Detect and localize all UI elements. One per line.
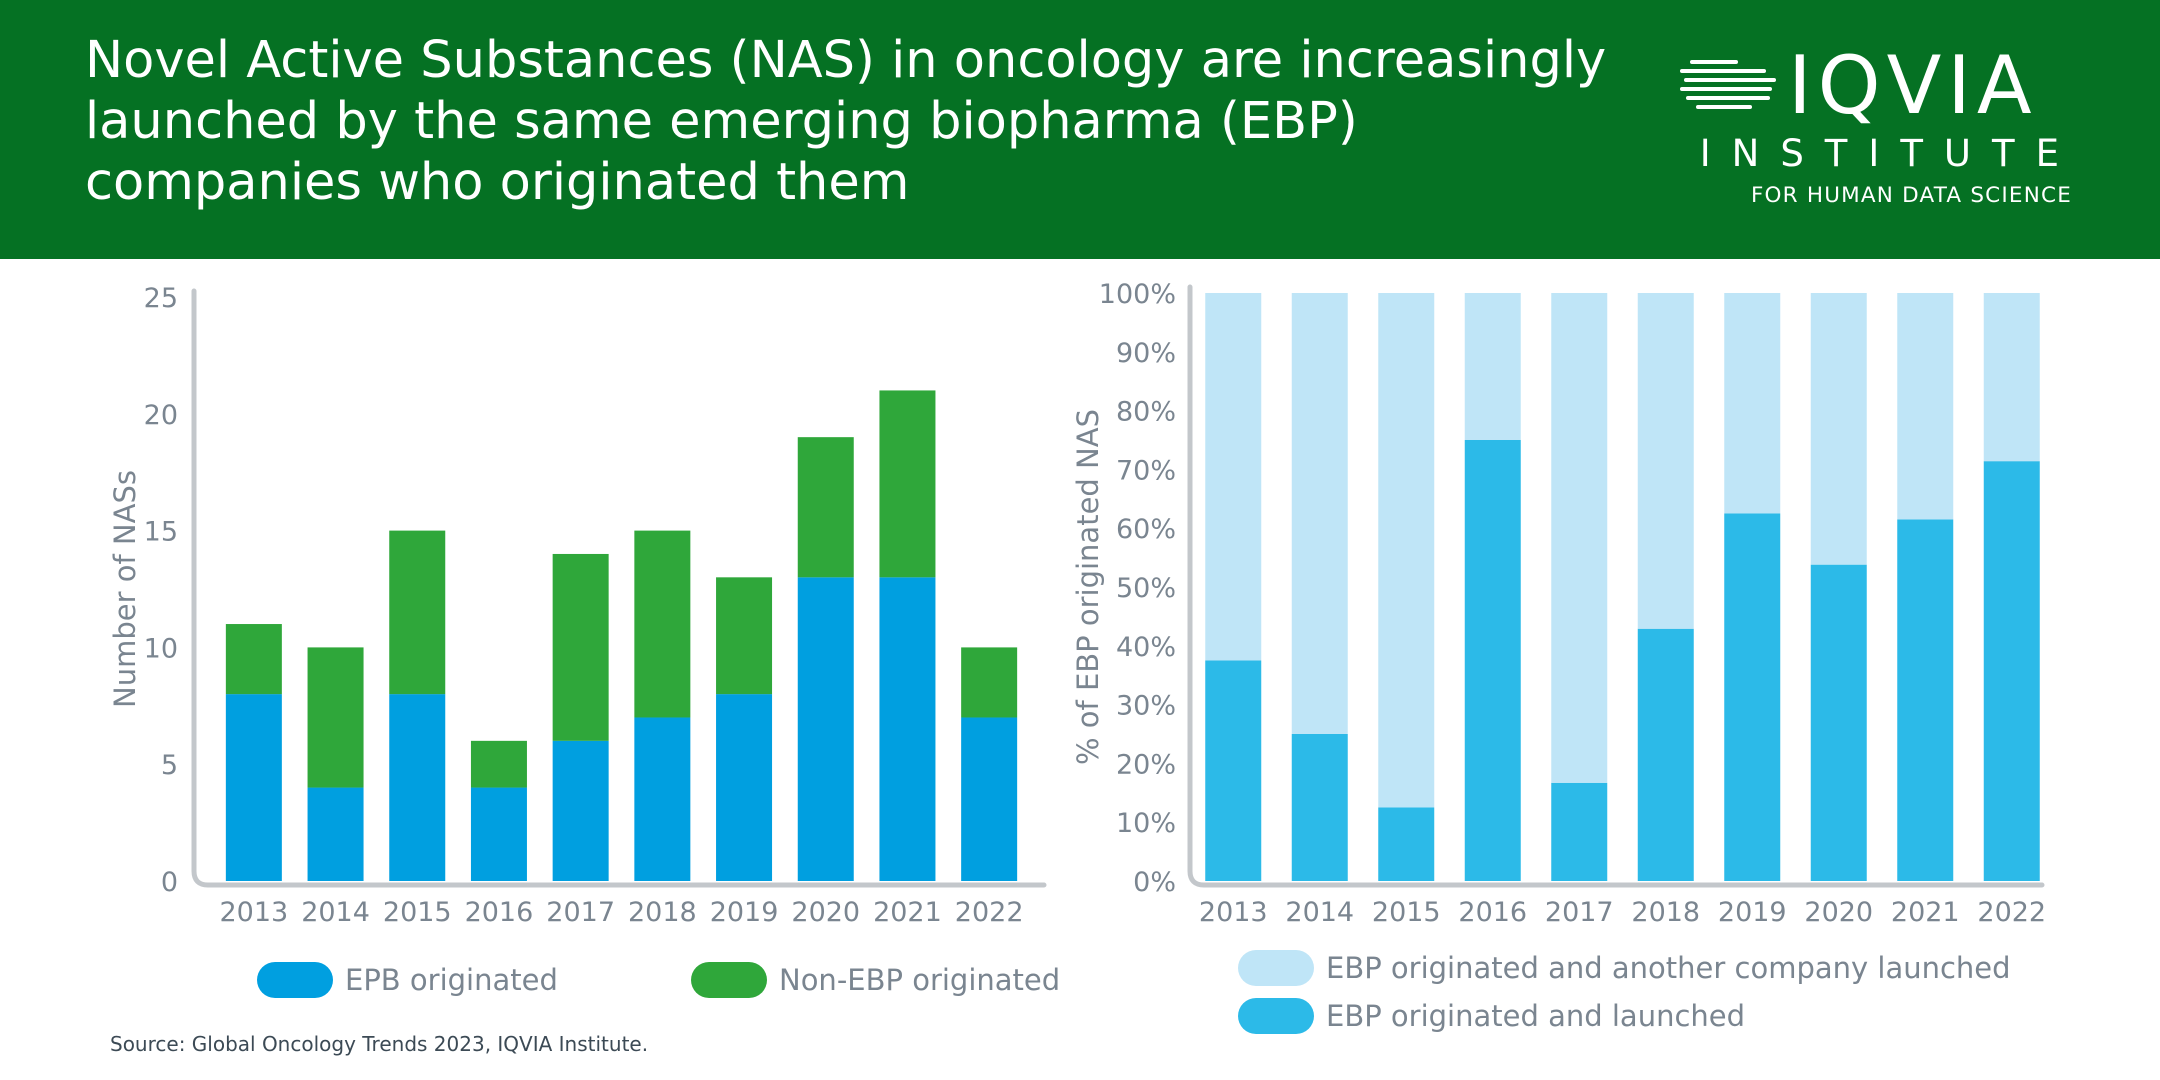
logo-wordmark: IQVIA xyxy=(1788,39,2038,132)
bar-2018-series-0 xyxy=(1637,628,1694,881)
y-tick-label: 20% xyxy=(1116,749,1176,780)
y-tick-label: 70% xyxy=(1116,455,1176,486)
bar-2017-series-0 xyxy=(1551,782,1608,881)
legend-swatch-0 xyxy=(257,962,333,998)
bar-2019-series-0 xyxy=(1724,513,1781,881)
x-tick-label: 2022 xyxy=(1977,897,2046,928)
bar-2014-series-1 xyxy=(1291,293,1348,734)
legend-swatch-0 xyxy=(1238,950,1314,986)
header-banner: Novel Active Substances (NAS) in oncolog… xyxy=(0,0,2160,259)
bar-2014-series-1 xyxy=(307,647,364,788)
y-tick-label: 10 xyxy=(144,633,178,664)
bar-2018-series-0 xyxy=(634,717,691,881)
bar-2018-series-1 xyxy=(1637,293,1694,629)
bar-2016-series-0 xyxy=(470,787,527,881)
bar-2019-series-0 xyxy=(716,694,773,881)
bar-2015-series-0 xyxy=(1378,807,1435,881)
bar-2019-series-1 xyxy=(716,577,773,695)
bar-2013-series-1 xyxy=(1205,293,1262,661)
x-tick-label: 2018 xyxy=(628,897,697,928)
y-tick-label: 40% xyxy=(1116,632,1176,663)
x-tick-label: 2020 xyxy=(1804,897,1873,928)
axis-line xyxy=(1187,284,2045,888)
y-tick-label: 0 xyxy=(161,867,178,898)
y-tick-label: 5 xyxy=(161,750,178,781)
y-axis-title: Number of NASs xyxy=(108,470,142,708)
bar-2013-series-0 xyxy=(225,694,282,881)
bar-2021-series-0 xyxy=(1897,519,1954,881)
y-tick-label: 60% xyxy=(1116,514,1176,545)
bar-2015-series-1 xyxy=(1378,293,1435,808)
bar-2015-series-0 xyxy=(389,694,446,881)
bar-2016-series-1 xyxy=(1464,293,1521,440)
bar-2022-series-1 xyxy=(1983,293,2040,462)
bar-2020-series-1 xyxy=(797,437,854,578)
bar-2019-series-1 xyxy=(1724,293,1781,514)
x-tick-label: 2022 xyxy=(955,897,1024,928)
axis-line xyxy=(191,288,1047,888)
bar-2020-series-0 xyxy=(1810,564,1867,881)
x-tick-label: 2017 xyxy=(546,897,615,928)
bar-2015-series-1 xyxy=(389,530,446,695)
legend-label-1: EBP originated and launched xyxy=(1326,999,1745,1033)
bar-2022-series-0 xyxy=(1983,461,2040,881)
x-tick-label: 2019 xyxy=(710,897,779,928)
legend-label-1: Non-EBP originated xyxy=(779,963,1060,997)
bar-2022-series-1 xyxy=(961,647,1018,718)
bar-2022-series-0 xyxy=(961,717,1018,881)
x-tick-label: 2014 xyxy=(1285,897,1354,928)
logo-subtitle: FOR HUMAN DATA SCIENCE xyxy=(1750,183,2072,208)
x-tick-label: 2014 xyxy=(301,897,370,928)
iqvia-logo: IQVIA INSTITUTE FOR HUMAN DATA SCIENCE xyxy=(1680,44,2080,220)
logo-institute: INSTITUTE xyxy=(1699,132,2080,175)
bar-2017-series-1 xyxy=(552,553,609,741)
bar-2013-series-1 xyxy=(225,624,282,695)
x-tick-label: 2019 xyxy=(1718,897,1787,928)
y-tick-label: 100% xyxy=(1099,279,1176,310)
legend-label-0: EPB originated xyxy=(345,963,558,997)
y-tick-label: 15 xyxy=(144,517,178,548)
x-tick-label: 2013 xyxy=(1199,897,1268,928)
x-tick-label: 2016 xyxy=(465,897,534,928)
y-axis-title: % of EBP originated NAS xyxy=(1071,409,1105,765)
bar-2016-series-1 xyxy=(470,740,527,788)
y-tick-label: 20 xyxy=(144,400,178,431)
bar-2018-series-1 xyxy=(634,530,691,718)
bar-2021-series-0 xyxy=(879,577,936,881)
nas-count-chart: 0 5 10 15 20 25 Number of NASs 2013 2014 2015 2016… xyxy=(108,283,1060,998)
legend-label-0: EBP originated and another company launc… xyxy=(1326,951,2011,985)
page-title: Novel Active Substances (NAS) in oncolog… xyxy=(85,31,1607,212)
x-tick-label: 2016 xyxy=(1458,897,1527,928)
y-tick-label: 30% xyxy=(1116,691,1176,722)
x-tick-label: 2021 xyxy=(873,897,942,928)
x-tick-label: 2017 xyxy=(1545,897,1614,928)
y-tick-label: 50% xyxy=(1116,573,1176,604)
bar-2016-series-0 xyxy=(1464,440,1521,881)
bar-2017-series-1 xyxy=(1551,293,1608,783)
bar-2020-series-0 xyxy=(797,577,854,881)
x-tick-label: 2015 xyxy=(383,897,452,928)
y-tick-label: 0% xyxy=(1133,867,1176,898)
bar-2014-series-0 xyxy=(307,787,364,881)
source-note: Source: Global Oncology Trends 2023, IQV… xyxy=(110,1032,649,1056)
y-tick-label: 25 xyxy=(144,283,178,314)
bar-2014-series-0 xyxy=(1291,734,1348,881)
x-tick-label: 2013 xyxy=(219,897,288,928)
x-tick-label: 2015 xyxy=(1372,897,1441,928)
bar-2020-series-1 xyxy=(1810,293,1867,565)
bar-2021-series-1 xyxy=(879,390,936,578)
bar-2013-series-0 xyxy=(1205,660,1262,881)
x-tick-label: 2021 xyxy=(1891,897,1960,928)
legend-swatch-1 xyxy=(1238,998,1314,1034)
bar-2021-series-1 xyxy=(1897,293,1954,520)
y-tick-label: 10% xyxy=(1116,808,1176,839)
y-tick-label: 90% xyxy=(1116,338,1176,369)
iqvia-lines-icon xyxy=(1680,60,1776,109)
bar-2017-series-0 xyxy=(552,740,609,881)
legend-swatch-1 xyxy=(691,962,767,998)
y-tick-label: 80% xyxy=(1116,397,1176,428)
x-tick-label: 2018 xyxy=(1631,897,1700,928)
x-tick-label: 2020 xyxy=(791,897,860,928)
